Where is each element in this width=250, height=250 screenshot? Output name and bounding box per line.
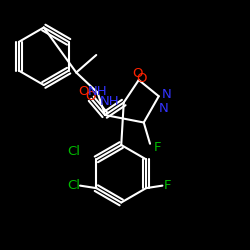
Text: O: O	[136, 72, 146, 85]
Text: Cl: Cl	[67, 179, 80, 192]
Text: N: N	[162, 88, 172, 102]
Text: O: O	[132, 67, 143, 80]
Text: O: O	[78, 85, 89, 98]
Text: N: N	[159, 102, 168, 115]
Text: F: F	[164, 179, 172, 192]
Text: NH: NH	[88, 85, 107, 98]
Text: NH: NH	[100, 95, 120, 108]
Text: F: F	[154, 141, 161, 154]
Text: Cl: Cl	[67, 145, 80, 158]
Text: O: O	[85, 90, 95, 103]
